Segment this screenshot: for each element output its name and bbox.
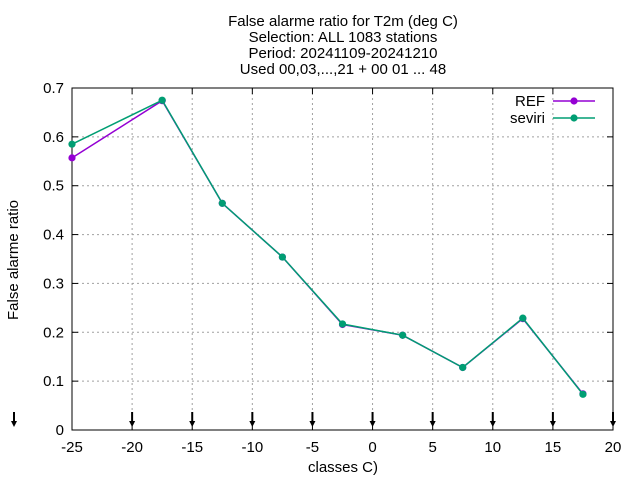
data-point bbox=[68, 140, 76, 148]
class-marker-head bbox=[129, 421, 136, 427]
series-line bbox=[71, 99, 584, 395]
title-line: Selection: ALL 1083 stations bbox=[249, 29, 438, 46]
y-tick-label: 0.4 bbox=[43, 227, 64, 244]
y-tick-label: 0 bbox=[56, 422, 64, 439]
class-markers bbox=[11, 412, 616, 427]
legend-marker bbox=[570, 114, 578, 122]
class-marker-head bbox=[11, 421, 17, 427]
class-marker-head bbox=[429, 421, 436, 427]
title-line: Period: 20241109-20241210 bbox=[248, 45, 437, 62]
class-marker-head bbox=[189, 421, 196, 427]
y-tick-label: 0.5 bbox=[43, 178, 64, 195]
axis-ticks bbox=[71, 87, 614, 431]
data-point bbox=[68, 154, 76, 162]
y-tick-label: 0.1 bbox=[43, 373, 64, 390]
data-point bbox=[278, 253, 286, 261]
class-marker-head bbox=[309, 421, 316, 427]
x-tick-label: -25 bbox=[61, 439, 83, 456]
y-tick-label: 0.6 bbox=[43, 129, 64, 146]
title-line: Used 00,03,...,21 + 00 01 ... 48 bbox=[240, 61, 446, 78]
class-marker-head bbox=[610, 421, 616, 427]
legend-marker bbox=[570, 97, 578, 105]
grid bbox=[72, 88, 613, 430]
y-tick-labels: 0 0.1 0.2 0.3 0.4 0.5 0.6 0.7 bbox=[43, 80, 64, 439]
class-marker-head bbox=[369, 421, 376, 427]
x-tick-label: -10 bbox=[241, 439, 263, 456]
series bbox=[68, 96, 587, 398]
y-tick-label: 0.2 bbox=[43, 324, 64, 341]
x-tick-label: 5 bbox=[428, 439, 436, 456]
data-point bbox=[158, 96, 166, 104]
x-tick-label: 20 bbox=[605, 439, 622, 456]
class-marker-head bbox=[489, 421, 496, 427]
legend-label: seviri bbox=[510, 110, 545, 127]
data-point bbox=[338, 320, 347, 328]
plot-frame bbox=[71, 87, 614, 431]
data-point bbox=[218, 199, 226, 207]
title-line: False alarme ratio for T2m (deg C) bbox=[228, 13, 458, 30]
x-tick-label: -15 bbox=[181, 439, 203, 456]
data-point bbox=[459, 363, 467, 372]
data-point bbox=[519, 314, 527, 322]
x-tick-label: -5 bbox=[306, 439, 319, 456]
y-tick-label: 0.3 bbox=[43, 275, 64, 292]
x-tick-labels: -25 -20 -15 -10 -5 0 5 10 15 20 bbox=[61, 439, 621, 456]
class-marker-head bbox=[549, 421, 556, 427]
y-axis-label: False alarme ratio bbox=[5, 200, 22, 320]
y-tick-label: 0.7 bbox=[43, 80, 64, 97]
x-tick-label: 0 bbox=[368, 439, 376, 456]
class-marker-head bbox=[249, 421, 256, 427]
data-point bbox=[579, 390, 587, 398]
x-axis-label: classes C) bbox=[308, 459, 378, 476]
series-seviri bbox=[68, 96, 587, 398]
data-point bbox=[399, 331, 407, 339]
x-tick-label: -20 bbox=[121, 439, 143, 456]
x-tick-label: 15 bbox=[545, 439, 562, 456]
legend-label: REF bbox=[515, 93, 545, 110]
x-tick-label: 10 bbox=[484, 439, 501, 456]
chart-title: False alarme ratio for T2m (deg C)Select… bbox=[228, 13, 458, 78]
series-ref bbox=[68, 97, 587, 398]
series-line bbox=[71, 99, 584, 395]
